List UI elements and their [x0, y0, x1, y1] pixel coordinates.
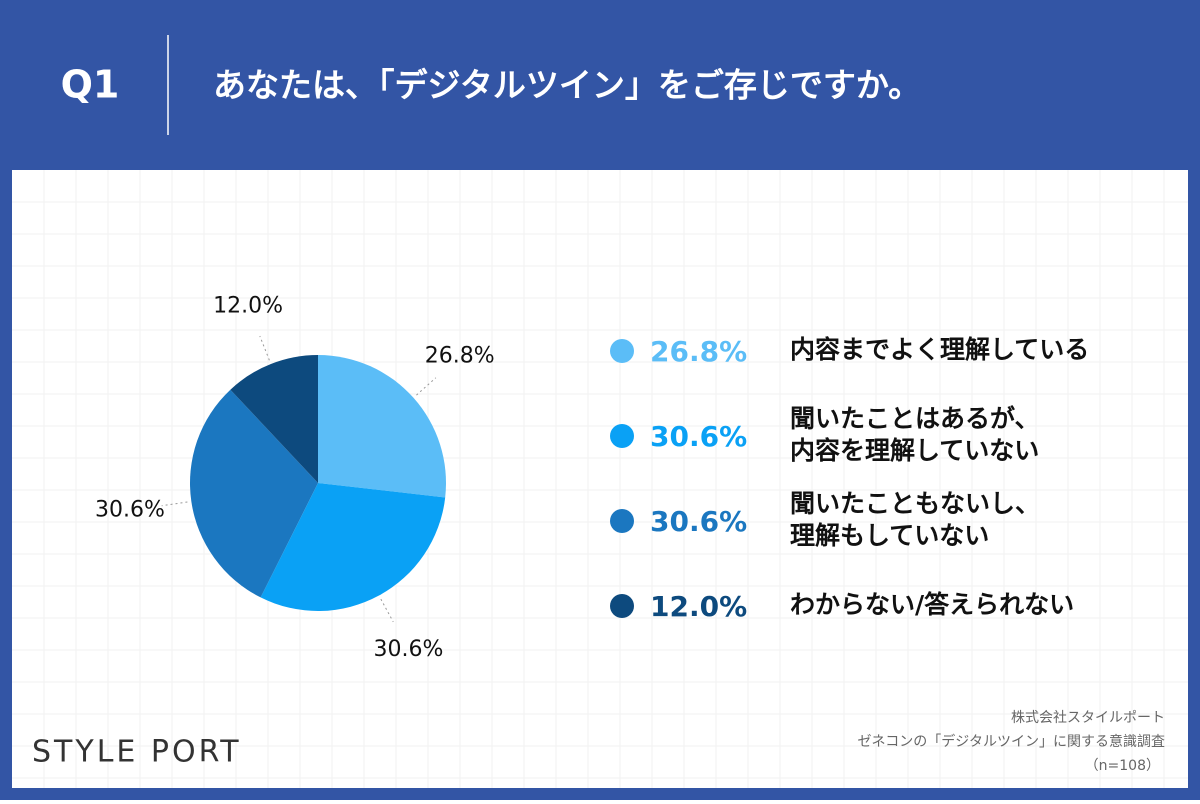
pie-slice — [190, 389, 318, 598]
panel — [12, 170, 1188, 788]
leader-line — [380, 598, 394, 623]
source-line: ゼネコンの「デジタルツイン」に関する意識調査 — [858, 733, 1165, 750]
source-line: 株式会社スタイルポート — [1011, 710, 1165, 726]
legend-label: わからない/答えられない — [790, 590, 1074, 619]
question-number: Q1 — [61, 63, 120, 107]
legend-label: 聞いたことはあるが、内容を理解していない — [790, 404, 1040, 465]
legend-value: 30.6% — [650, 505, 747, 538]
slice-label: 30.6% — [95, 497, 165, 522]
legend-value: 26.8% — [650, 335, 747, 368]
legend-dot — [610, 594, 634, 618]
legend-dot — [610, 339, 634, 363]
slice-label: 26.8% — [425, 343, 495, 368]
legend-label: 内容までよく理解している — [790, 335, 1089, 364]
leader-line — [416, 377, 437, 396]
legend-value: 30.6% — [650, 420, 747, 453]
leader-line — [259, 335, 270, 361]
brand-logo: STYLE PORT — [32, 735, 242, 770]
legend-label: 聞いたこともないし、理解もしていない — [790, 489, 1040, 550]
chart-title: あなたは、「デジタルツイン」をご存じですか。 — [213, 66, 921, 105]
pie-slice — [260, 483, 446, 611]
slice-label: 12.0% — [213, 293, 283, 318]
legend-value: 12.0% — [650, 590, 747, 623]
slice-label: 30.6% — [374, 637, 444, 662]
legend-dot — [610, 424, 634, 448]
pie-slice — [318, 355, 446, 498]
legend-dot — [610, 509, 634, 533]
leader-line — [161, 501, 188, 507]
source-line: （n=108） — [1085, 758, 1160, 774]
pie-slice — [230, 355, 318, 483]
